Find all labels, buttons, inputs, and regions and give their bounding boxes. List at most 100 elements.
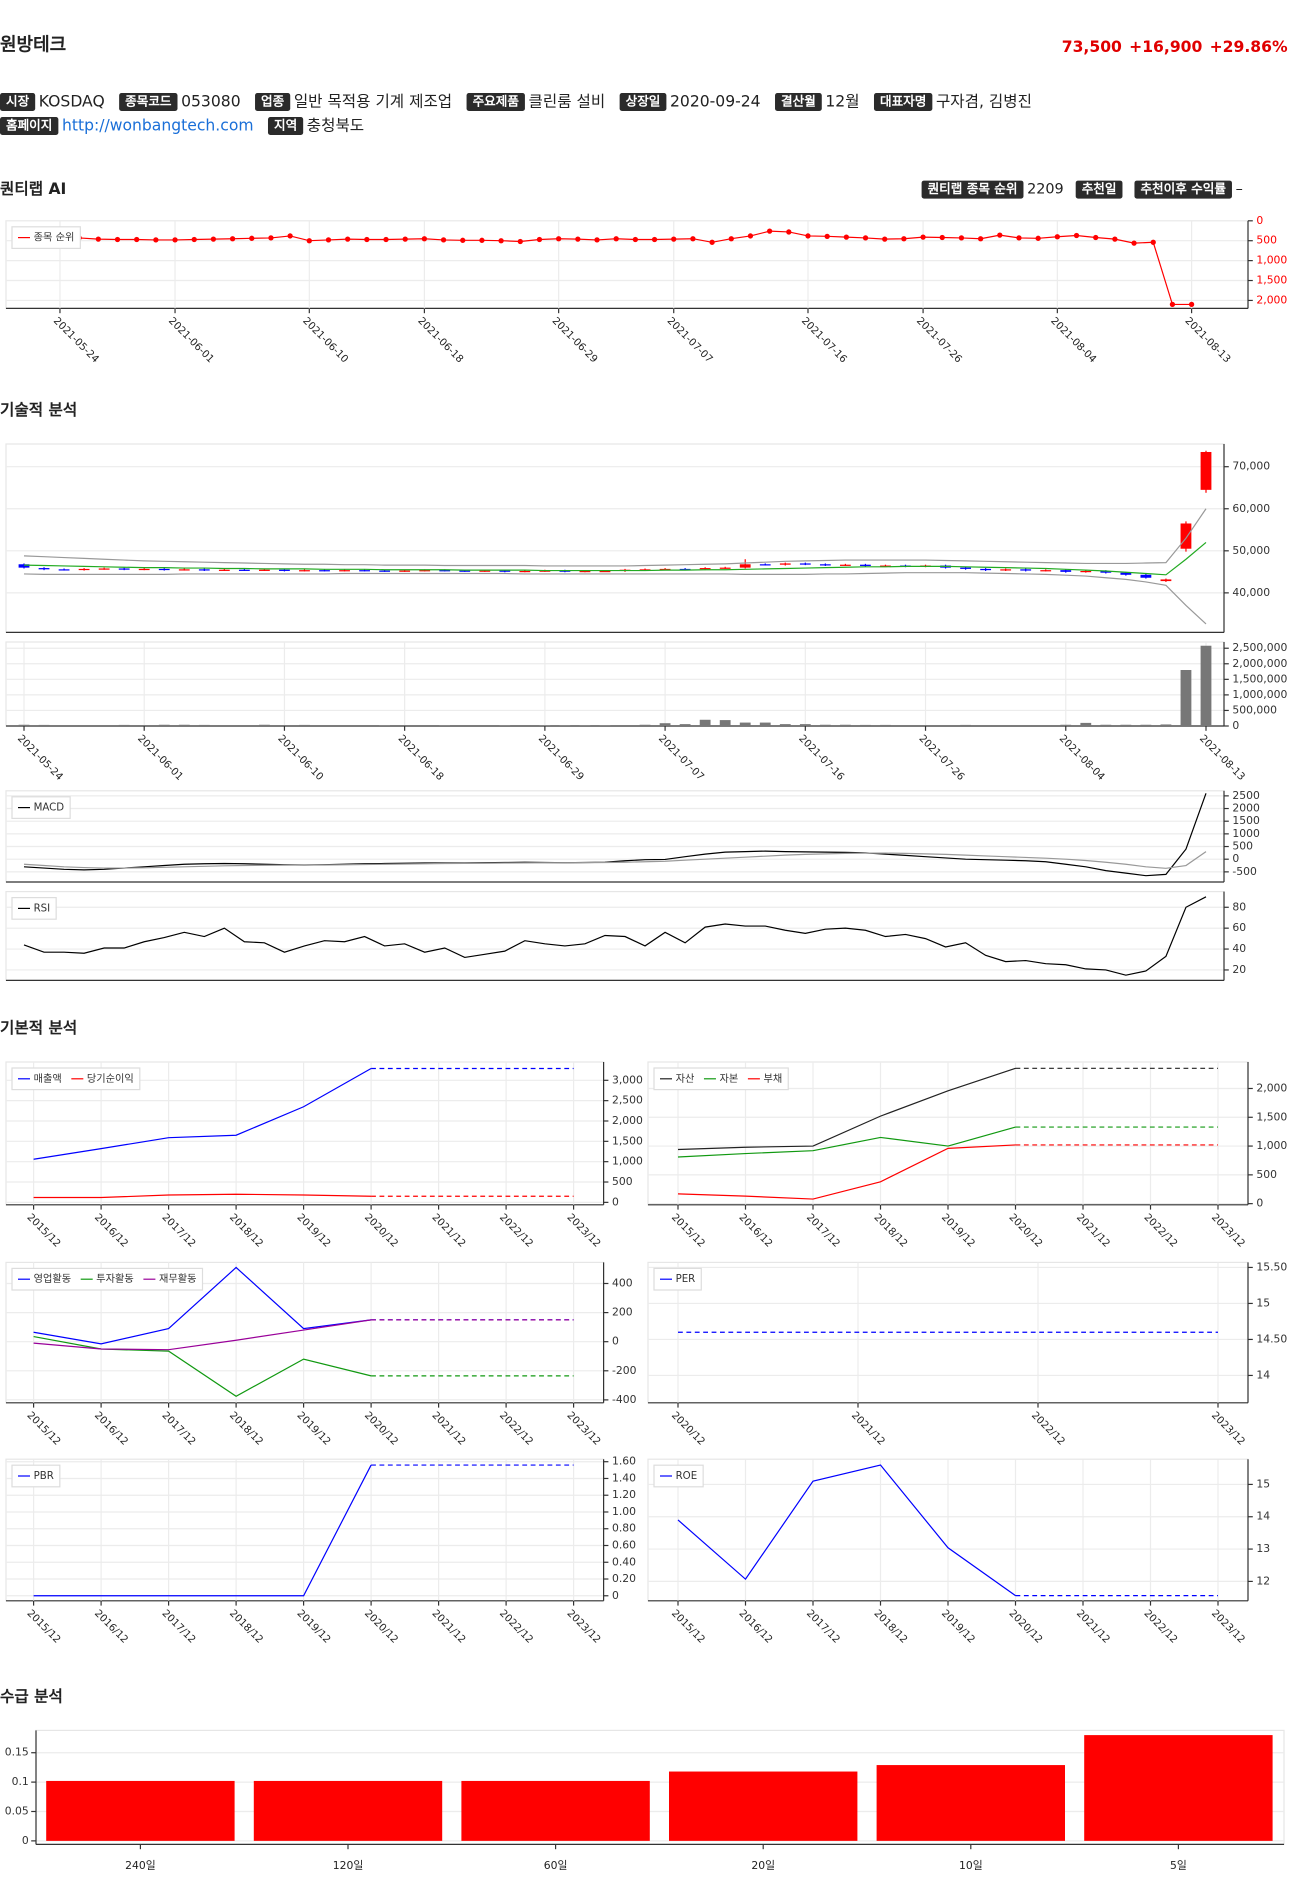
y-tick-label: 0 bbox=[612, 1589, 619, 1602]
x-tick-label: 2023/12 bbox=[565, 1410, 603, 1448]
candle-body bbox=[1040, 570, 1052, 572]
bar bbox=[559, 725, 571, 726]
point bbox=[1112, 236, 1118, 242]
candle-body bbox=[1200, 451, 1212, 490]
bar bbox=[1120, 724, 1132, 726]
y-tick-label: 1.00 bbox=[612, 1505, 636, 1518]
bar bbox=[1140, 724, 1152, 726]
x-tick-label: 2017/12 bbox=[160, 1608, 198, 1646]
point bbox=[383, 236, 389, 243]
bar bbox=[279, 725, 290, 726]
candle-body bbox=[719, 567, 731, 569]
x-tick-label: 2019/12 bbox=[295, 1608, 333, 1646]
point bbox=[287, 233, 293, 239]
chart: 0 500 1,000 1,500 2,000 2015/12 2016/12 2017/12… bbox=[647, 1061, 1287, 1250]
point bbox=[766, 228, 773, 234]
x-tick-label: 2015/12 bbox=[25, 1212, 63, 1250]
x-tick-label: 2021-08-04 bbox=[1048, 316, 1098, 366]
bar bbox=[639, 724, 651, 726]
point bbox=[824, 233, 830, 239]
x-tick-label: 2019/12 bbox=[295, 1410, 333, 1448]
candle-body bbox=[459, 570, 471, 572]
point bbox=[210, 236, 217, 242]
chip bbox=[921, 180, 1024, 199]
point bbox=[958, 235, 965, 241]
candle-body bbox=[238, 569, 250, 571]
y-tick-label: 0 bbox=[1256, 214, 1263, 227]
point bbox=[1016, 235, 1022, 241]
y-tick-label: 500 bbox=[1232, 840, 1253, 853]
bar bbox=[399, 725, 411, 726]
x-tick-label: 2020/12 bbox=[1006, 1608, 1044, 1646]
bar bbox=[339, 725, 350, 726]
x-tick-label: 2023/12 bbox=[565, 1608, 603, 1646]
point bbox=[345, 236, 351, 242]
point bbox=[1073, 232, 1080, 239]
x-tick-label: 2023/12 bbox=[1209, 1212, 1247, 1250]
plot-area bbox=[5, 1458, 605, 1602]
candle-body bbox=[1000, 569, 1012, 571]
point bbox=[460, 237, 466, 243]
point bbox=[671, 236, 677, 242]
point bbox=[747, 233, 754, 239]
bar bbox=[900, 725, 911, 726]
point bbox=[364, 236, 370, 243]
x-tick-label: 2016/12 bbox=[736, 1212, 774, 1250]
x-tick-label: 2017/12 bbox=[804, 1212, 842, 1250]
chip-label: 대표자명 bbox=[880, 94, 926, 109]
bar bbox=[839, 724, 851, 726]
chip-value: 12월 bbox=[825, 93, 859, 111]
y-tick-label: -200 bbox=[612, 1364, 637, 1377]
legend-label: 매출액 bbox=[34, 1073, 62, 1085]
x-tick-label: 2015/12 bbox=[25, 1608, 63, 1646]
chip-label: 지역 bbox=[274, 118, 297, 133]
homepage-link[interactable]: http://wonbangtech.com bbox=[62, 117, 254, 135]
plot-area bbox=[5, 641, 1225, 727]
candle-body bbox=[299, 570, 310, 572]
bar bbox=[519, 725, 531, 726]
indicator-line bbox=[23, 508, 1207, 567]
legend: PBR bbox=[11, 1464, 61, 1488]
chip-label: 결산월 bbox=[781, 94, 816, 109]
bar bbox=[439, 725, 451, 726]
y-tick-label: 1.20 bbox=[612, 1488, 636, 1501]
bar bbox=[960, 724, 971, 726]
series-line bbox=[23, 896, 1207, 976]
bar bbox=[876, 1765, 1065, 1841]
x-tick-label: 2021-07-16 bbox=[796, 733, 846, 783]
bar bbox=[619, 725, 631, 726]
y-tick-label: 1,000 bbox=[1256, 1139, 1287, 1152]
candle-body bbox=[259, 569, 270, 571]
y-tick-label: 1000 bbox=[1232, 827, 1260, 840]
legend-label: 자본 bbox=[720, 1073, 739, 1085]
bar bbox=[38, 724, 50, 726]
y-tick-label: 2,500 bbox=[612, 1094, 643, 1107]
y-tick-label: 2,000,000 bbox=[1232, 657, 1287, 670]
series-line bbox=[33, 1336, 372, 1397]
bar bbox=[719, 720, 731, 726]
bar bbox=[1100, 724, 1112, 726]
x-tick-label: 60일 bbox=[544, 1858, 568, 1872]
legend-box bbox=[653, 1267, 702, 1291]
candle-body bbox=[639, 569, 651, 571]
y-tick-label: 2000 bbox=[1232, 802, 1260, 815]
x-tick-label: 2022/12 bbox=[497, 1212, 535, 1250]
x-tick-label: 5일 bbox=[1170, 1858, 1187, 1872]
bar bbox=[819, 724, 831, 726]
candle-body bbox=[1100, 571, 1112, 573]
candle-body bbox=[1180, 523, 1192, 549]
point bbox=[709, 239, 715, 245]
series-line bbox=[23, 793, 1207, 877]
candle-body bbox=[18, 564, 30, 568]
candle-body bbox=[38, 568, 50, 570]
point bbox=[1188, 301, 1195, 308]
bar bbox=[980, 725, 992, 726]
y-tick-label: 15.50 bbox=[1256, 1260, 1287, 1273]
point bbox=[594, 237, 600, 243]
bar bbox=[1160, 724, 1172, 726]
candle-body bbox=[659, 568, 671, 571]
point bbox=[939, 234, 945, 241]
chart: 0 0.20 0.40 0.60 0.80 1.00 1.20 1.40 1.60 2015/12… bbox=[5, 1455, 636, 1646]
candle-body bbox=[779, 563, 791, 565]
y-tick-label: 1,500,000 bbox=[1232, 672, 1287, 685]
